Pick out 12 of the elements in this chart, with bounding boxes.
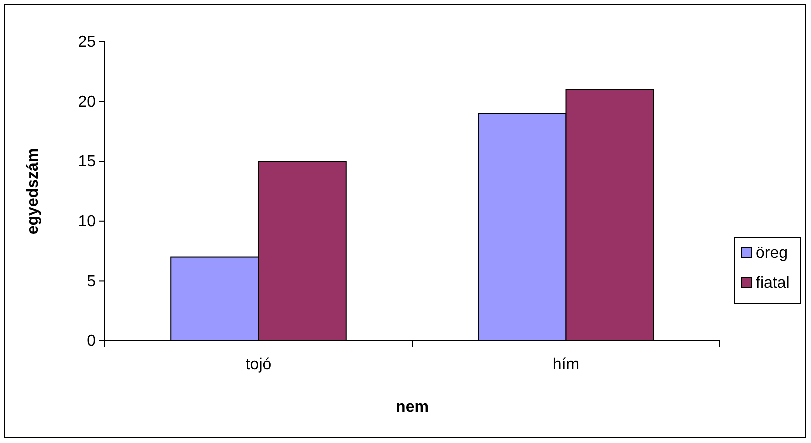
x-tick-label: hím [552, 356, 580, 374]
x-axis-title: nem [396, 399, 429, 416]
y-axis-title: egyedszám [25, 148, 42, 235]
legend-label: öreg [756, 245, 788, 262]
y-tick-label: 25 [78, 34, 96, 52]
y-tick-label: 10 [78, 214, 96, 231]
legend-label: fiatal [756, 275, 790, 292]
y-tick-label: 0 [87, 333, 96, 350]
x-tick-label: tojó [246, 356, 272, 374]
y-tick-label: 5 [87, 273, 96, 290]
y-tick-label: 15 [78, 154, 96, 171]
y-tick-label: 20 [78, 94, 96, 111]
